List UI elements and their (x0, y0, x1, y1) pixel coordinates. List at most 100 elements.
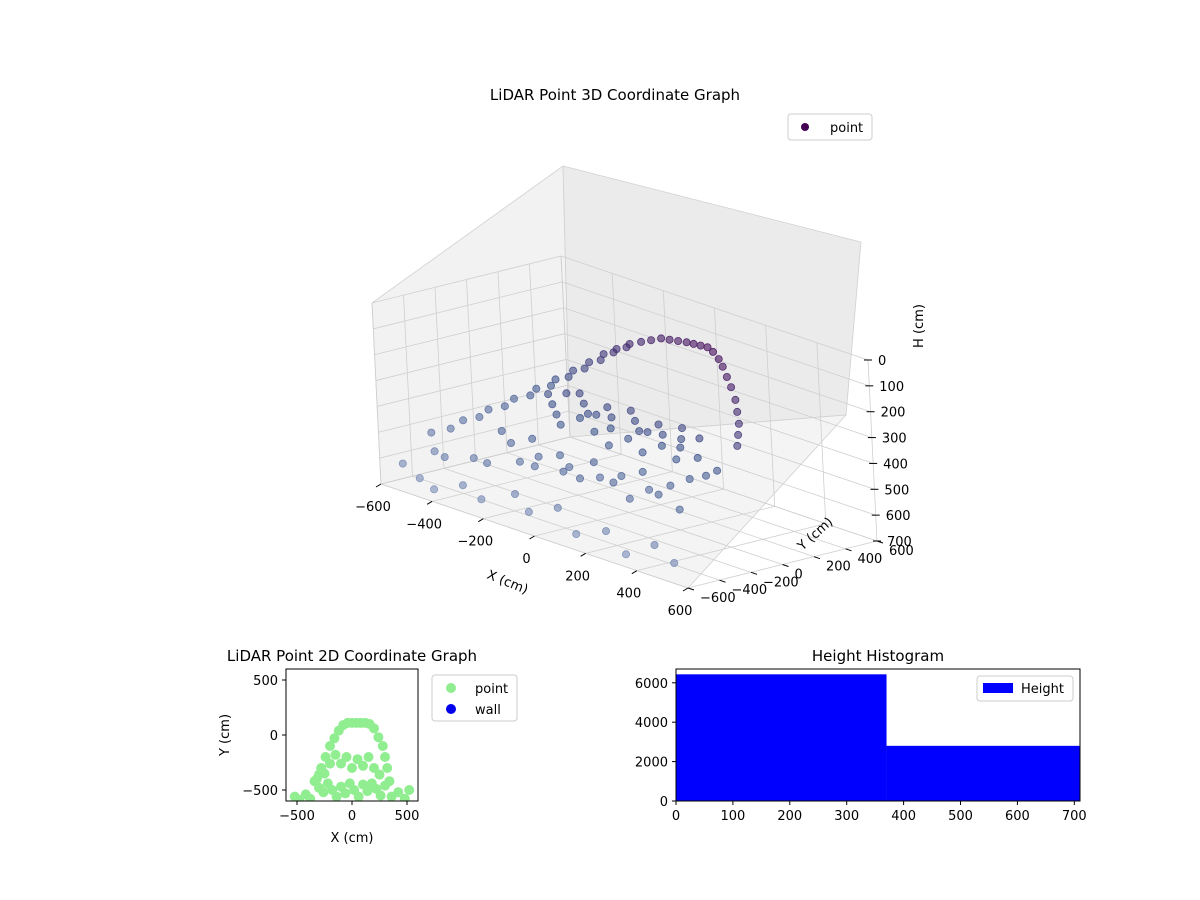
histogram-title: Height Histogram (812, 647, 944, 665)
point-3d (677, 435, 686, 444)
x-tick-3d (682, 587, 689, 592)
legend-3d-marker (801, 123, 809, 131)
point-2d (329, 733, 340, 744)
point-3d (532, 384, 541, 393)
point-3d (556, 420, 565, 429)
points-3d (398, 334, 743, 568)
point-3d (524, 507, 533, 516)
point-2d (341, 752, 352, 762)
point-3d (530, 462, 539, 471)
point-3d (643, 428, 652, 437)
point-2d (362, 786, 373, 797)
grid-line-3d (529, 263, 539, 445)
points-2d (289, 717, 415, 801)
point-2d (347, 763, 357, 773)
grid-line-3d (867, 359, 878, 542)
y-tick-3d (813, 556, 821, 560)
grid-line-3d (765, 325, 776, 507)
x-tick-3d (478, 518, 484, 523)
y-tick-label-hist: 2000 (635, 756, 668, 771)
z-tick-label-3d: 300 (882, 432, 907, 447)
point-3d (596, 356, 605, 365)
y-tick-label-hist: 4000 (635, 716, 668, 731)
point-2d (384, 776, 395, 787)
point-3d (603, 403, 612, 412)
x-tick-label-hist: 500 (948, 809, 973, 824)
y-axis-label-2d: Y (cm) (218, 714, 233, 757)
point-3d (515, 457, 524, 466)
point-3d (497, 426, 506, 435)
x-tick-label-hist: 0 (672, 809, 680, 824)
point-3d (631, 416, 640, 425)
y-tick-label-3d: 0 (795, 568, 803, 583)
x-tick-label-3d: −200 (457, 535, 493, 550)
point-3d (609, 348, 618, 357)
grid-line-3d (566, 359, 874, 464)
point-3d (469, 454, 478, 463)
point-3d (713, 466, 722, 475)
grid-line-3d (560, 255, 571, 438)
grid-line-3d (374, 307, 564, 356)
point-3d (509, 394, 518, 403)
ticks-histogram: 0 100 200 300 400 500 600 700 0 2000 4000 6000 (635, 677, 1087, 824)
point-3d (506, 438, 515, 447)
point-3d (654, 420, 663, 429)
point-3d (534, 452, 543, 461)
y-tick-label-2d: −500 (242, 784, 278, 799)
point-3d (562, 389, 571, 398)
point-3d (626, 406, 635, 415)
x-tick-3d (529, 535, 535, 540)
point-3d (483, 459, 492, 468)
y-tick-label-3d: −200 (763, 575, 799, 590)
grid-line-3d (443, 467, 752, 573)
point-3d (703, 343, 712, 352)
point-3d (459, 416, 468, 425)
point-2d (399, 793, 410, 801)
x-tick-label-3d: −600 (355, 500, 391, 515)
legend-3d-label: point (830, 121, 863, 136)
point-3d (645, 485, 654, 494)
x-tick-3d (426, 500, 433, 505)
legend-3d: point (787, 113, 873, 141)
grid-line-3d (371, 302, 382, 485)
point-3d (657, 441, 666, 450)
x-tick-label-3d: −400 (406, 517, 442, 532)
point-2d (374, 769, 385, 780)
point-3d (430, 447, 439, 456)
x-tick-label-hist: 100 (720, 809, 745, 824)
point-3d (572, 530, 581, 539)
point-3d (702, 471, 711, 480)
point-3d (484, 405, 493, 414)
point-3d (607, 413, 616, 422)
y-tick-label-2d: 500 (253, 674, 278, 689)
point-3d (622, 550, 631, 559)
point-3d (559, 467, 568, 476)
grid-line-3d (816, 342, 827, 524)
point-3d (678, 424, 687, 433)
x-tick-label-hist: 300 (834, 809, 859, 824)
point-3d (589, 458, 598, 467)
point-3d (477, 495, 486, 504)
chart-3d: LiDAR Point 3D Coordinate Graph −600−400… (355, 86, 927, 619)
point-3d (500, 402, 509, 411)
point-3d (609, 478, 618, 487)
ticks-2d: −500 0 500 −500 0 500 (242, 674, 419, 824)
x-tick-label-hist: 600 (1005, 809, 1030, 824)
legend-hist-label: Height (1021, 682, 1064, 697)
y-tick-label-hist: 6000 (635, 677, 668, 692)
point-3d (654, 490, 663, 499)
grid-line-3d (375, 333, 565, 381)
x-tick-label-2d: 500 (395, 809, 420, 824)
point-2d (380, 752, 390, 762)
point-2d (325, 741, 335, 751)
y-tick-3d (719, 579, 726, 583)
point-3d (475, 412, 484, 421)
grid-line-3d (560, 255, 869, 361)
point-3d (650, 541, 659, 550)
point-3d (565, 463, 574, 472)
point-3d (575, 389, 584, 398)
grid-line-3d (569, 436, 878, 542)
point-3d (718, 362, 727, 371)
point-3d (693, 453, 702, 462)
